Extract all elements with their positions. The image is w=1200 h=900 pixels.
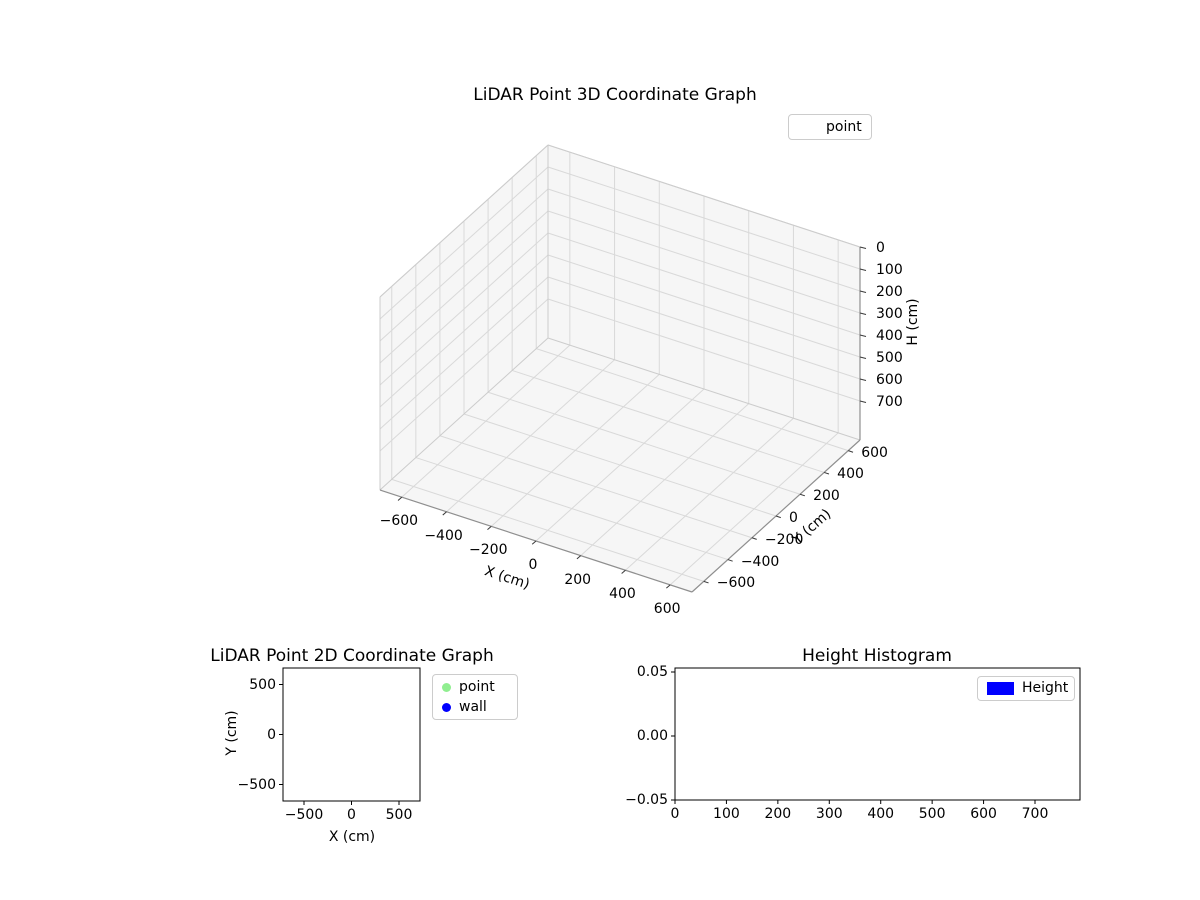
legend-entry-height: Height <box>987 680 1069 696</box>
legend-entry-point-3d: point <box>798 118 862 135</box>
wall-marker <box>442 702 451 712</box>
legend-label-point: point <box>459 678 495 695</box>
grid-line-y <box>512 369 825 473</box>
grid-line-y <box>415 457 728 561</box>
y-tick-mark <box>727 559 733 562</box>
z-tick-mark <box>859 356 867 359</box>
chart-3d-title: LiDAR Point 3D Coordinate Graph <box>473 85 757 105</box>
grid-line-y <box>439 435 753 539</box>
z-tick-mark <box>859 290 867 293</box>
grid-line-y <box>487 391 801 495</box>
y-tick-mark <box>799 493 806 497</box>
legend-label-point-3d: point <box>826 118 862 135</box>
hist-legend: Height <box>977 676 1075 701</box>
x-tick-mark <box>397 496 403 501</box>
y-tick-mark <box>824 471 830 475</box>
z-tick-mark <box>859 246 867 249</box>
x-tick-mark <box>531 540 537 545</box>
grid-line-y <box>536 348 849 452</box>
hist-title: Height Histogram <box>802 646 952 666</box>
legend-label-height: Height <box>1022 680 1069 696</box>
box-edge <box>547 144 861 248</box>
grid-line-y <box>391 478 704 582</box>
z-tick-mark <box>859 378 867 381</box>
chart-3d-legend: point <box>788 114 872 140</box>
point-marker <box>442 682 451 692</box>
chart-2d-legend: point wall <box>432 674 518 720</box>
z-tick-mark <box>859 268 867 271</box>
point-marker-3d <box>798 122 818 132</box>
box-edge <box>379 337 549 491</box>
x-tick-mark <box>487 526 492 531</box>
legend-entry-wall: wall <box>442 698 508 715</box>
y-tick-mark <box>751 537 757 540</box>
x-tick-mark <box>576 555 582 560</box>
legend-label-wall: wall <box>459 698 487 715</box>
z-tick-mark <box>859 334 867 337</box>
y-tick-mark <box>703 580 709 584</box>
y-tick-mark <box>775 515 781 519</box>
z-tick-mark <box>859 312 867 315</box>
chart-2d-title: LiDAR Point 2D Coordinate Graph <box>210 646 494 666</box>
chart-3d-z-axis-label: H (cm) <box>905 298 921 346</box>
x-tick-mark <box>666 584 671 589</box>
axes-2d-frame <box>282 667 421 802</box>
z-tick-mark <box>859 400 867 403</box>
x-tick-mark <box>442 511 447 516</box>
chart-2d-y-axis-label: Y (cm) <box>224 710 240 756</box>
y-tick-mark <box>848 450 854 453</box>
box-edge <box>379 144 549 298</box>
grid-line-y <box>463 413 777 517</box>
height-swatch <box>987 682 1014 695</box>
x-tick-mark <box>621 569 626 574</box>
legend-entry-point: point <box>442 678 508 695</box>
chart-2d-x-axis-label: X (cm) <box>328 829 376 845</box>
box-edge <box>547 337 861 441</box>
